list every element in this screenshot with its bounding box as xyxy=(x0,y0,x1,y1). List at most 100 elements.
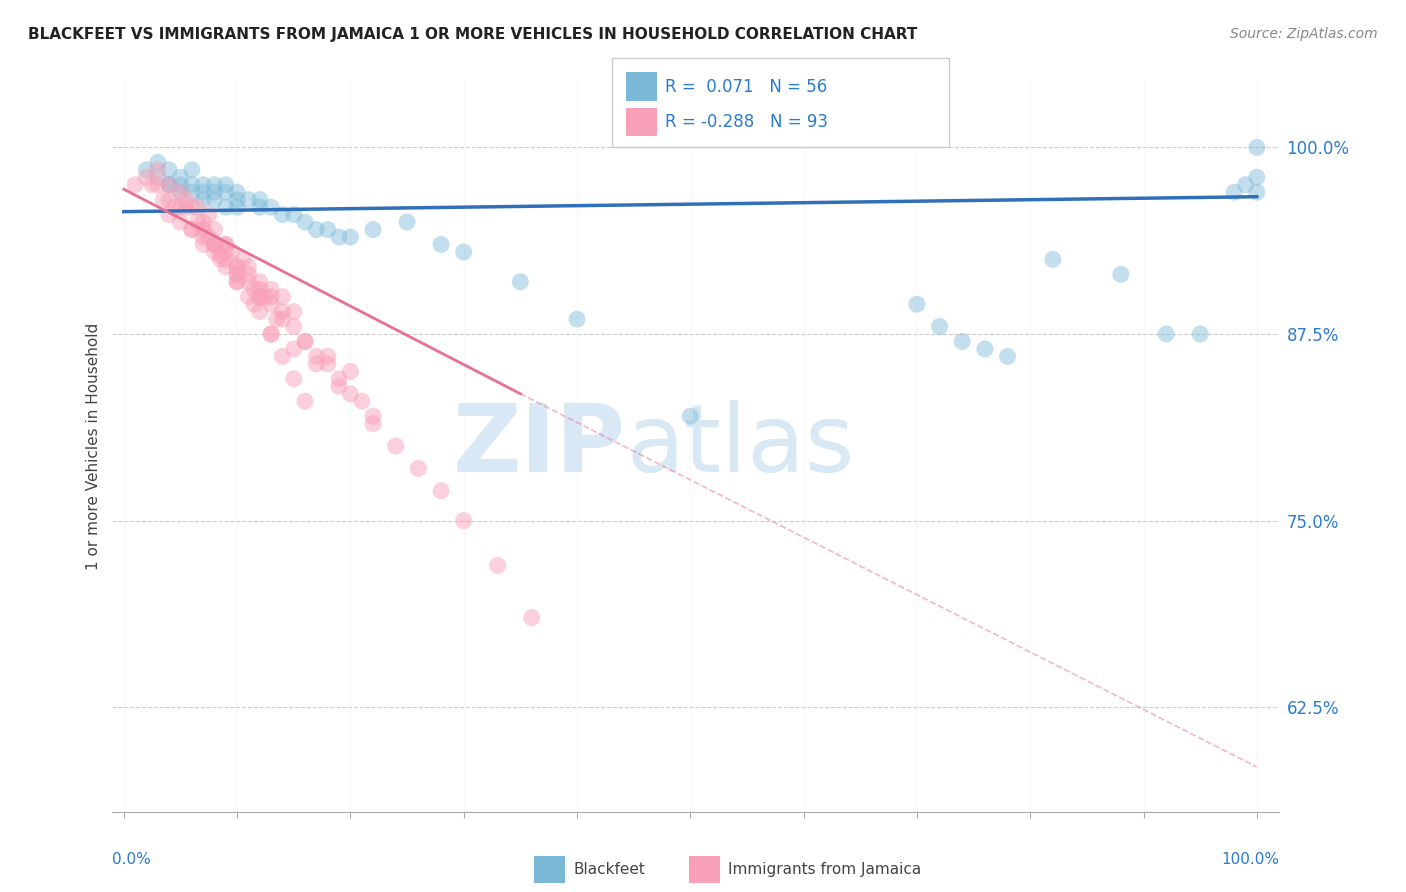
Point xyxy=(249,290,271,304)
Point xyxy=(1246,186,1268,200)
Point xyxy=(169,215,191,229)
Point xyxy=(191,222,214,236)
Point xyxy=(294,334,316,349)
Point xyxy=(191,230,214,244)
Text: R =  0.071   N = 56: R = 0.071 N = 56 xyxy=(665,78,827,95)
Point xyxy=(204,193,226,207)
Point xyxy=(1109,268,1132,282)
Point xyxy=(146,162,169,177)
Point xyxy=(169,186,191,200)
Point xyxy=(283,372,305,386)
Point xyxy=(249,290,271,304)
Point xyxy=(238,268,260,282)
Point xyxy=(350,394,373,409)
Point xyxy=(141,178,163,192)
Point xyxy=(249,275,271,289)
Point xyxy=(361,409,384,424)
Point xyxy=(157,178,180,192)
Point xyxy=(191,178,214,192)
Point xyxy=(1246,140,1268,154)
Point xyxy=(215,244,238,259)
Point xyxy=(215,260,238,274)
Point xyxy=(271,208,294,222)
Point xyxy=(328,372,350,386)
Point xyxy=(305,350,328,364)
Point xyxy=(157,193,180,207)
Point xyxy=(1154,326,1177,341)
Point xyxy=(146,155,169,169)
Point xyxy=(221,244,243,259)
Point xyxy=(271,350,294,364)
Point xyxy=(339,230,361,244)
Point xyxy=(249,200,271,214)
Point xyxy=(215,252,238,267)
Point xyxy=(180,222,202,236)
Point xyxy=(238,193,260,207)
Point xyxy=(226,186,249,200)
Point xyxy=(486,558,509,573)
Point xyxy=(243,297,266,311)
Point xyxy=(204,186,226,200)
Point xyxy=(204,237,226,252)
Text: BLACKFEET VS IMMIGRANTS FROM JAMAICA 1 OR MORE VEHICLES IN HOUSEHOLD CORRELATION: BLACKFEET VS IMMIGRANTS FROM JAMAICA 1 O… xyxy=(28,27,918,42)
Point xyxy=(328,230,350,244)
Text: ZIP: ZIP xyxy=(453,400,626,492)
Point xyxy=(973,342,995,356)
Point xyxy=(260,326,283,341)
Point xyxy=(191,222,214,236)
Point xyxy=(191,186,214,200)
Point xyxy=(243,282,266,296)
Text: Blackfeet: Blackfeet xyxy=(574,863,645,877)
Point xyxy=(191,237,214,252)
Point xyxy=(215,237,238,252)
Point xyxy=(226,260,249,274)
Point xyxy=(260,200,283,214)
Point xyxy=(384,439,406,453)
Point xyxy=(174,193,197,207)
Point xyxy=(209,248,232,262)
Point xyxy=(950,334,973,349)
Point xyxy=(197,208,219,222)
Point xyxy=(339,364,361,378)
Point xyxy=(169,200,191,214)
Point xyxy=(1042,252,1064,267)
Point xyxy=(430,483,453,498)
Point xyxy=(283,208,305,222)
Point xyxy=(215,186,238,200)
Point xyxy=(232,252,254,267)
Point xyxy=(408,461,430,475)
Point xyxy=(226,275,249,289)
Point xyxy=(249,304,271,318)
Point xyxy=(271,304,294,318)
Point xyxy=(157,208,180,222)
Point xyxy=(361,417,384,431)
Point xyxy=(163,200,186,214)
Point xyxy=(238,290,260,304)
Point xyxy=(204,244,226,259)
Point xyxy=(157,178,180,192)
Point xyxy=(226,193,249,207)
Point xyxy=(266,312,288,326)
Point xyxy=(316,350,339,364)
Point xyxy=(565,312,588,326)
Point xyxy=(509,275,531,289)
Point xyxy=(135,162,157,177)
Point xyxy=(204,237,226,252)
Point xyxy=(238,275,260,289)
Point xyxy=(305,222,328,236)
Point xyxy=(135,170,157,185)
Point xyxy=(260,282,283,296)
Point xyxy=(204,178,226,192)
Point xyxy=(905,297,928,311)
Point xyxy=(226,275,249,289)
Point xyxy=(997,350,1019,364)
Point xyxy=(180,200,202,214)
Point xyxy=(226,260,249,274)
Point xyxy=(209,252,232,267)
Point xyxy=(180,222,202,236)
Y-axis label: 1 or more Vehicles in Household: 1 or more Vehicles in Household xyxy=(86,322,101,570)
Point xyxy=(146,170,169,185)
Point xyxy=(520,610,543,624)
Point xyxy=(453,514,475,528)
Point xyxy=(283,342,305,356)
